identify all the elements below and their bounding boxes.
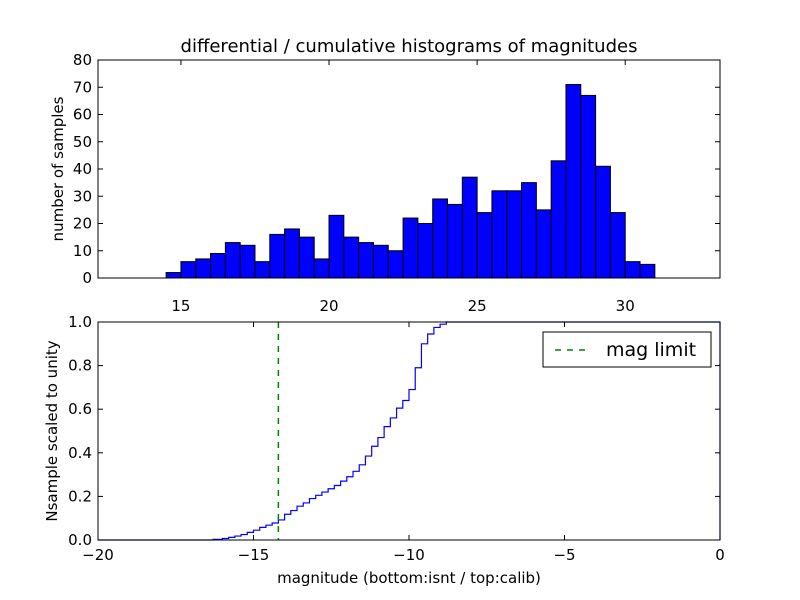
- bottom-tick-layer: 0.0 0.2 0.4 0.6 0.8 1.0 −20 −15 −10 −5 0: [68, 313, 725, 564]
- bottom-y-tick-label: 0.2: [68, 487, 92, 505]
- legend-mag-limit-label: mag limit: [606, 339, 696, 361]
- top-y-tick-label: 0: [82, 269, 92, 287]
- histogram-bar: [195, 258, 212, 279]
- top-y-tick-label: 60: [73, 106, 92, 124]
- histogram-bar: [210, 252, 226, 279]
- histogram-bar: [165, 272, 182, 279]
- bottom-x-tick-label: −15: [238, 546, 270, 564]
- bottom-x-axis-label: magnitude (bottom:isnt / top:calib): [277, 569, 541, 587]
- histogram-bar: [535, 209, 552, 279]
- histogram-bar: [180, 261, 197, 279]
- top-y-tick-label: 50: [73, 133, 92, 151]
- histogram-bar: [343, 236, 360, 279]
- top-tick-layer: 0 10 20 30 40 50 60 70 80 15 20 25 30: [73, 51, 720, 315]
- histogram-bar: [239, 244, 256, 279]
- top-x-tick-label: 25: [468, 297, 487, 315]
- histogram-bar: [447, 203, 463, 279]
- histogram-bar: [550, 160, 567, 279]
- histogram-bar: [224, 242, 241, 279]
- histogram-bar: [313, 258, 330, 279]
- bottom-y-tick-label: 0.0: [68, 531, 92, 549]
- histogram-bar: [565, 84, 582, 279]
- histogram-bar: [461, 176, 478, 279]
- histogram-bar: [521, 182, 537, 279]
- histogram-bar: [491, 190, 508, 279]
- legend: mag limit: [542, 331, 712, 368]
- cumulative-step-line: [98, 321, 720, 541]
- bottom-x-tick-label: −10: [393, 546, 425, 564]
- histogram-bar: [358, 242, 374, 279]
- bottom-y-tick-label: 1.0: [68, 313, 92, 331]
- bottom-axes-frame: [97, 321, 721, 541]
- histogram-bar: [417, 223, 434, 279]
- top-y-tick-label: 10: [73, 242, 92, 260]
- top-y-tick-label: 30: [73, 187, 92, 205]
- top-y-tick-label: 70: [73, 78, 92, 96]
- bottom-x-tick-label: −20: [82, 546, 114, 564]
- bottom-y-tick-label: 0.8: [68, 357, 92, 375]
- histogram-bar: [476, 212, 493, 279]
- histogram-bar: [402, 217, 419, 279]
- histogram-bar: [284, 228, 300, 279]
- top-bars: [165, 84, 656, 279]
- top-x-tick-label: 30: [616, 297, 635, 315]
- histogram-bar: [298, 236, 315, 279]
- top-x-tick-label: 20: [319, 297, 338, 315]
- bottom-x-tick-label: 0: [715, 546, 725, 564]
- bottom-y-tick-label: 0.6: [68, 400, 92, 418]
- histogram-bar: [595, 165, 611, 279]
- bottom-y-axis-label: Nsample scaled to unity: [43, 340, 61, 521]
- histogram-bar: [372, 244, 389, 279]
- histogram-bar: [328, 214, 345, 279]
- histogram-bar: [387, 250, 404, 279]
- histogram-bar: [639, 263, 656, 279]
- bottom-x-tick-label: −5: [553, 546, 575, 564]
- top-y-axis-label: number of samples: [49, 96, 67, 241]
- top-y-tick-label: 40: [73, 160, 92, 178]
- histogram-bar: [269, 233, 286, 279]
- top-y-tick-label: 20: [73, 215, 92, 233]
- top-axes-frame: [97, 59, 721, 279]
- histogram-bar: [609, 212, 626, 279]
- histogram-bar: [506, 190, 523, 279]
- histogram-bar: [580, 94, 597, 279]
- top-y-tick-label: 80: [73, 51, 92, 69]
- bottom-y-tick-label: 0.4: [68, 444, 92, 462]
- histogram-bar: [254, 261, 271, 279]
- histogram-bar: [624, 261, 641, 279]
- chart-title: differential / cumulative histograms of …: [181, 36, 638, 57]
- histogram-bar: [432, 198, 449, 279]
- top-x-tick-label: 15: [171, 297, 190, 315]
